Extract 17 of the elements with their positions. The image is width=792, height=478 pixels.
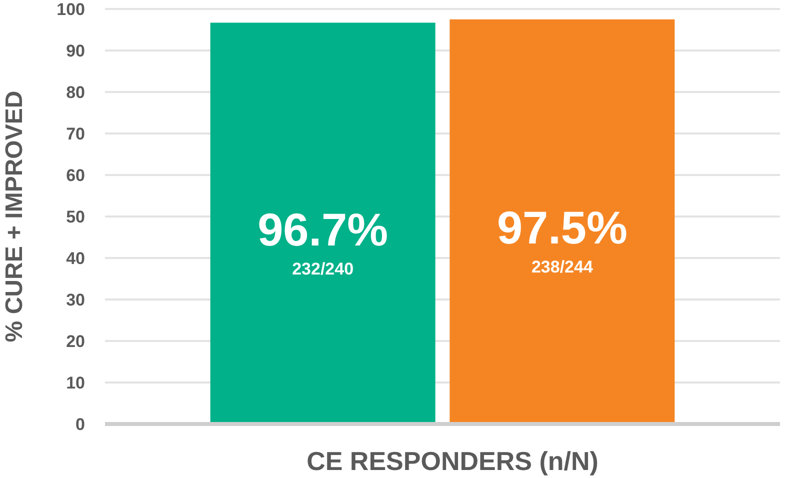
y-tick-label: 0 (76, 415, 85, 434)
y-tick-label: 20 (66, 332, 85, 351)
y-tick-label: 90 (66, 42, 85, 60)
y-tick-label: 30 (66, 290, 85, 310)
y-tick-label: 60 (66, 166, 85, 185)
annotation: 238/244 (531, 258, 594, 277)
y-tick-label: 50 (66, 208, 85, 226)
data-label: 97.5% (496, 202, 628, 254)
annotation: 232/240 (292, 259, 354, 278)
y-tick-label: 70 (66, 124, 85, 144)
y-axis-title: % CURE + IMPROVED (1, 90, 28, 342)
y-tick-label: 80 (66, 83, 85, 102)
y-tick-label: 40 (66, 249, 85, 268)
y-tick-label: 10 (66, 374, 85, 392)
y-tick-label: 100 (56, 0, 85, 19)
x-axis-title: CE RESPONDERS (n/N) (306, 446, 598, 476)
data-label: 96.7% (258, 203, 388, 256)
